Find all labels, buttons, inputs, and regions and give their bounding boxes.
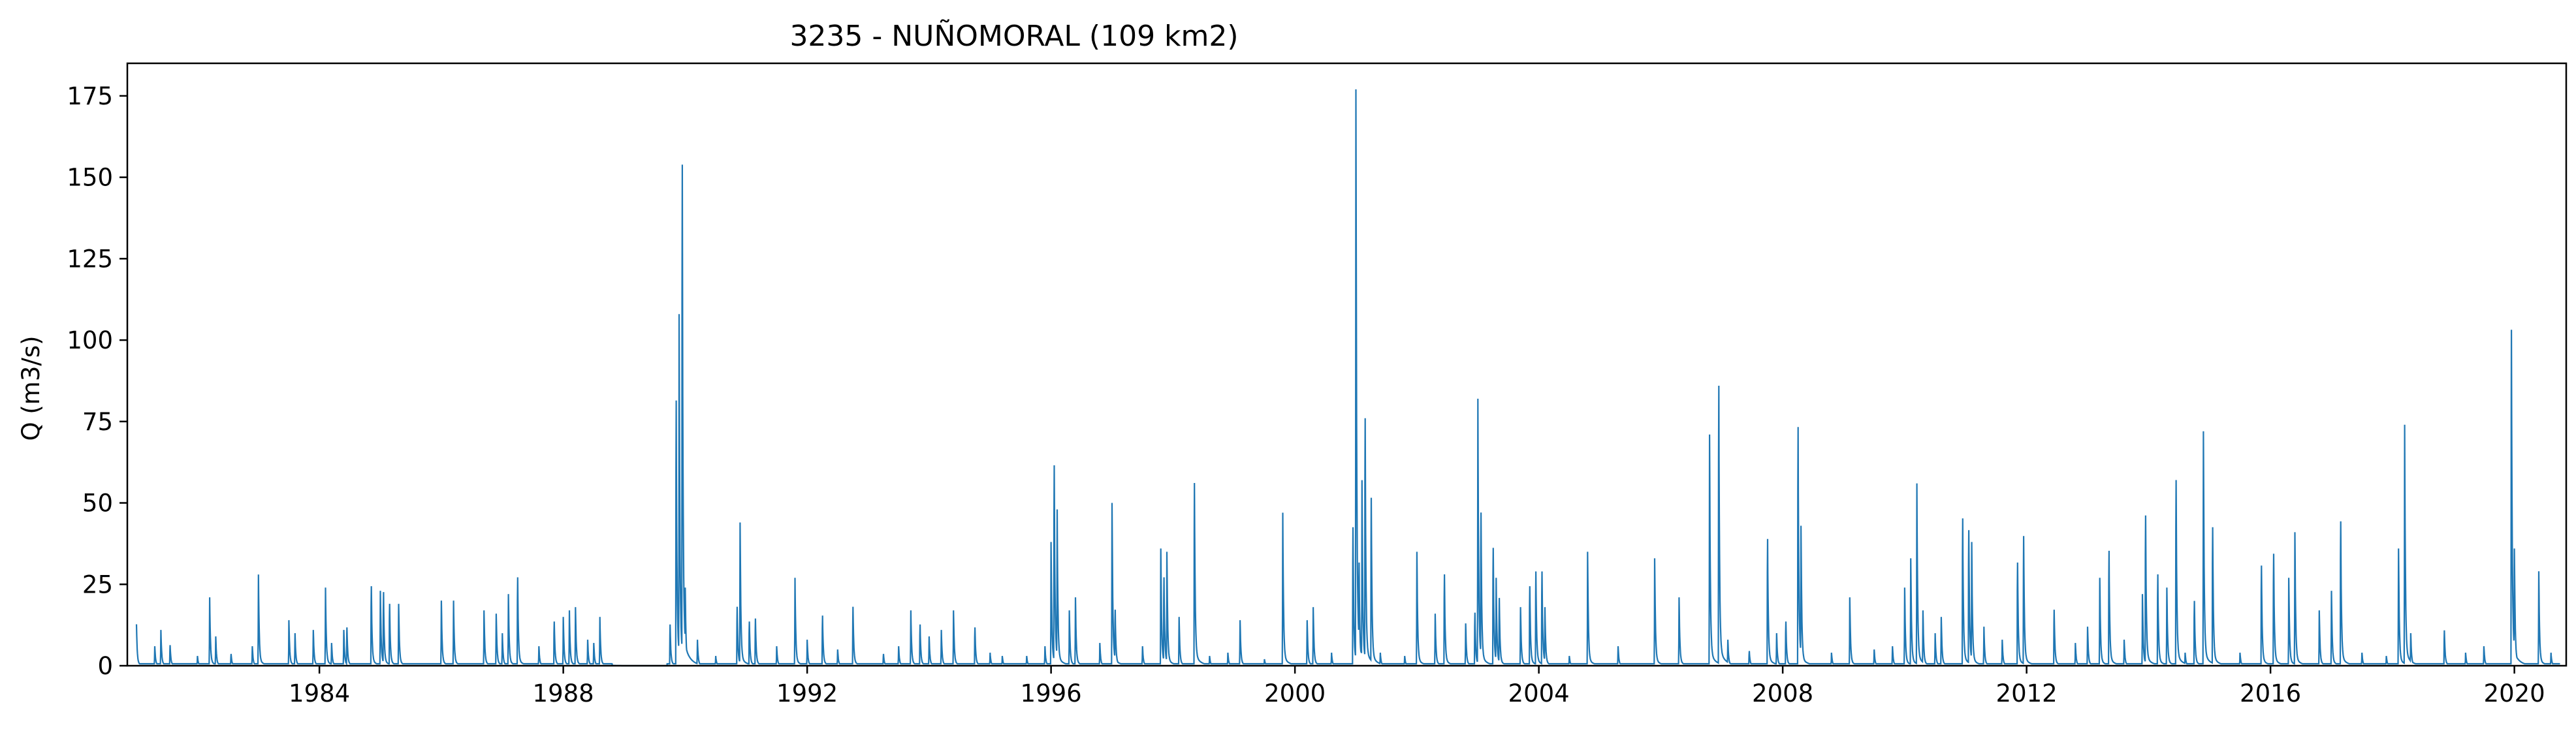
x-tick-label: 1988: [533, 679, 594, 708]
x-tick-label: 2020: [2484, 679, 2545, 708]
x-tick-label: 2012: [1996, 679, 2058, 708]
series-line-discharge: [135, 89, 2560, 667]
y-tick-label: 125: [67, 245, 113, 273]
plot-area: [135, 89, 2560, 667]
x-tick-label: 2008: [1752, 679, 1813, 708]
x-tick-label: 1984: [289, 679, 350, 708]
y-tick-label: 0: [97, 652, 113, 680]
x-tick-label: 1992: [776, 679, 838, 708]
x-tick-label: 1996: [1021, 679, 1082, 708]
y-tick-label: 100: [67, 326, 113, 354]
x-tick-label: 2000: [1264, 679, 1326, 708]
x-tick-label: 2016: [2240, 679, 2301, 708]
axes: 0 25 50 75 100 125 150 175 1984 1988 1992 1996 2000 2…: [67, 82, 2545, 708]
plot-frame: [126, 62, 2568, 667]
y-tick-label: 175: [67, 82, 113, 110]
y-tick-label: 150: [67, 164, 113, 192]
x-tick-label: 2004: [1508, 679, 1570, 708]
y-tick-label: 50: [82, 490, 113, 518]
y-tick-label: 75: [82, 408, 113, 436]
y-axis-label: Q (m3/s): [17, 335, 45, 441]
y-tick-label: 25: [82, 570, 113, 599]
chart-title: 3235 - NUÑOMORAL (109 km2): [789, 19, 1238, 53]
